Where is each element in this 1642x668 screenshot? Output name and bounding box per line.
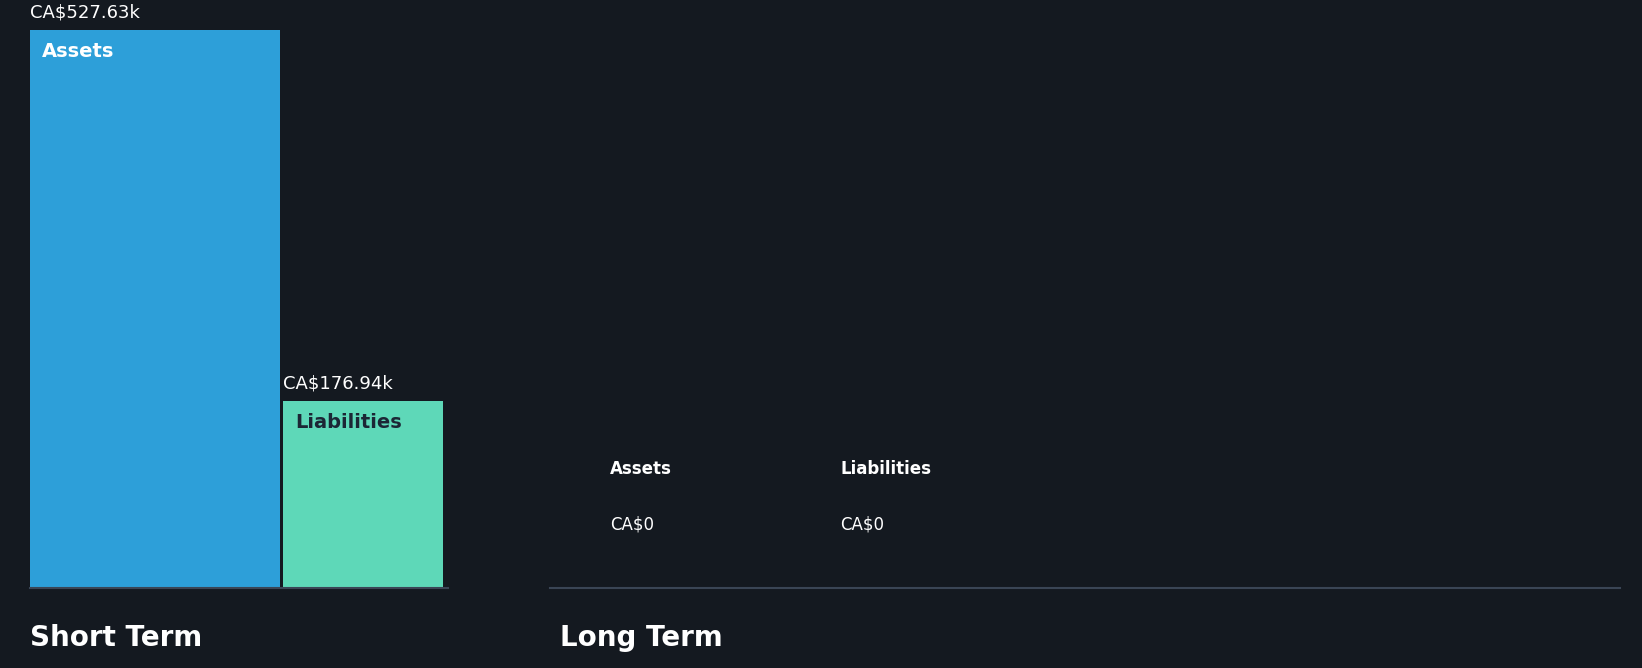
Text: Short Term: Short Term: [30, 624, 202, 652]
Text: CA$0: CA$0: [841, 515, 883, 533]
Text: Liabilities: Liabilities: [841, 460, 931, 478]
Text: Assets: Assets: [609, 460, 672, 478]
FancyBboxPatch shape: [30, 30, 281, 588]
Text: CA$176.94k: CA$176.94k: [282, 375, 392, 393]
Text: Long Term: Long Term: [560, 624, 722, 652]
Text: CA$527.63k: CA$527.63k: [30, 4, 140, 22]
FancyBboxPatch shape: [282, 401, 443, 588]
Text: Liabilities: Liabilities: [296, 413, 402, 432]
Text: CA$0: CA$0: [609, 515, 654, 533]
Text: Assets: Assets: [43, 42, 115, 61]
